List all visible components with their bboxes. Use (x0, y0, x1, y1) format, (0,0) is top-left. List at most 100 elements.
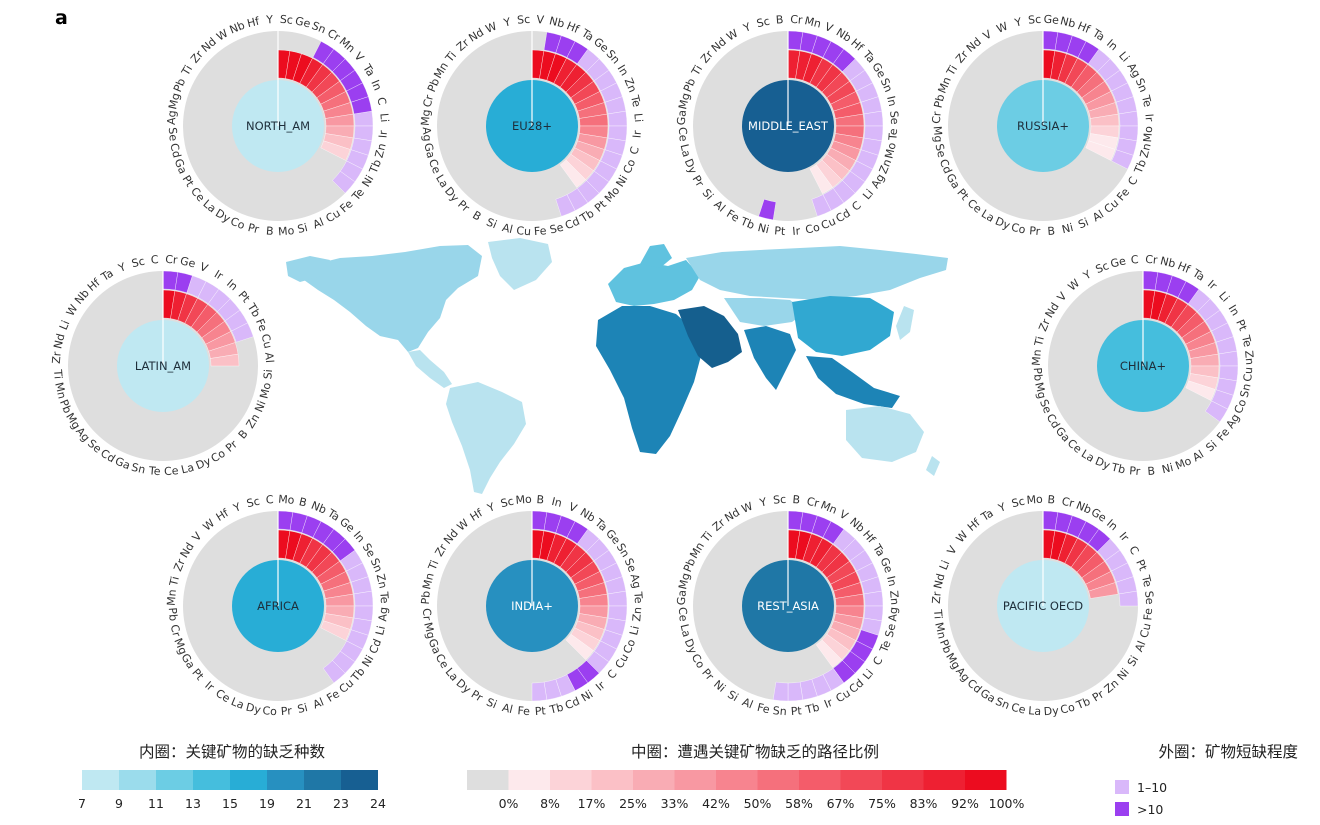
legend-middle-swatch (674, 770, 716, 790)
mineral-label: Cr (420, 608, 434, 622)
mineral-label: Ag (1124, 61, 1143, 80)
legend-inner-tick: 13 (185, 796, 201, 811)
mineral-label: Ge (877, 556, 895, 575)
mineral-label: W (995, 20, 1010, 36)
mineral-label: Cd (563, 695, 582, 713)
mineral-label: Cd (563, 215, 582, 233)
region-label: NORTH_AM (246, 119, 310, 133)
mineral-label: La (678, 143, 694, 159)
mineral-label: Cr (805, 495, 820, 511)
mineral-label: Se (1142, 590, 1156, 605)
mineral-label: Pb (57, 398, 74, 416)
mineral-label: Dy (194, 454, 213, 472)
mineral-label: Mg (421, 621, 437, 640)
mineral-label: Ta (324, 506, 342, 524)
mineral-label: Sc (1028, 13, 1042, 27)
mineral-label: Sc (130, 255, 146, 271)
outer-ring-segment-low (1118, 110, 1139, 127)
mineral-label: Co (689, 652, 708, 671)
mineral-label: Al (501, 701, 514, 716)
mineral-label: Ag (628, 573, 644, 590)
mineral-label: Mn (52, 381, 68, 400)
mineral-label: Co (262, 704, 278, 718)
mineral-label: W (214, 27, 230, 44)
mineral-label: Zn (1102, 677, 1121, 696)
mineral-label: Te (631, 590, 645, 604)
mineral-label: Sc (1010, 495, 1026, 511)
mineral-label: Ni (711, 678, 728, 695)
mineral-label: Mn (420, 572, 436, 591)
mineral-label: Ti (51, 368, 65, 379)
mineral-label: Mg (166, 92, 182, 111)
outer-ring-segment-high (332, 538, 356, 561)
mineral-label: Pr (280, 704, 292, 718)
mineral-label: Ga (172, 157, 190, 176)
mineral-label: Li (1116, 49, 1132, 64)
middle-ring-segment (210, 353, 240, 367)
mineral-label: Zr (930, 591, 944, 605)
mineral-label: In (1104, 517, 1120, 534)
mineral-label: Pt (790, 704, 803, 718)
mineral-label: Ag (420, 127, 434, 142)
mineral-label: Pt (774, 224, 787, 238)
mineral-label: Al (1090, 208, 1106, 225)
mineral-label: Se (887, 110, 901, 125)
legend-middle-tick: 67% (827, 796, 855, 811)
mineral-label: Ir (1205, 278, 1220, 293)
mineral-label: Cd (833, 207, 852, 226)
mineral-label: Ni (252, 399, 268, 414)
mineral-label: C (150, 253, 159, 267)
mineral-label: Zn (373, 142, 389, 159)
mineral-label: La (1079, 447, 1097, 465)
donut-russia-: RUSSIA+Ge NbHfTaInLiAgSnTeIrMoZnTbCFeCuAl… (930, 13, 1156, 238)
mineral-label: B (298, 495, 308, 509)
mineral-label: Sn (772, 704, 787, 718)
mineral-label: B (536, 493, 545, 507)
mineral-label: Cr (790, 13, 804, 27)
legend-inner-title: 内圈：关键矿物的缺乏种数 (139, 743, 326, 761)
mineral-label: Pb (419, 590, 433, 605)
mineral-label: Ge (337, 515, 357, 535)
middle-ring-segment (1085, 140, 1116, 161)
mineral-label: Co (621, 637, 639, 656)
mineral-label: Dy (245, 701, 263, 717)
mineral-label: Ir (792, 224, 801, 238)
mineral-label: Ce (676, 127, 690, 143)
mineral-label: Nd (709, 35, 729, 55)
mineral-label: Tb (803, 701, 820, 717)
mineral-label: Zn (374, 573, 390, 590)
mineral-label: Y (231, 500, 243, 515)
mineral-label: Mn (687, 540, 707, 561)
mineral-label: Y (996, 500, 1008, 515)
mineral-label: Zn (1242, 350, 1256, 366)
outer-ring-segment-low (323, 660, 346, 684)
mineral-label: B (1147, 464, 1156, 478)
mineral-label: C (849, 199, 864, 214)
mineral-label: Mn (932, 621, 948, 640)
mineral-label: Se (932, 142, 948, 159)
mineral-label: Te (1239, 333, 1255, 349)
mineral-label: Y (501, 15, 512, 30)
mineral-label: Nb (309, 499, 328, 517)
legend-middle-tick: 83% (910, 796, 938, 811)
mineral-label: Ga (943, 171, 962, 191)
mineral-label: Y (757, 495, 768, 510)
mineral-label: Ge (294, 14, 312, 30)
legend-middle-swatch (923, 770, 965, 790)
region-label: INDIA+ (511, 599, 553, 613)
mineral-label: Nb (228, 19, 247, 37)
mineral-label: Al (311, 695, 326, 711)
mineral-label: Ta (1089, 26, 1107, 44)
mineral-label: Mn (935, 75, 953, 95)
legend-middle-swatch (467, 770, 509, 790)
mineral-label: Al (311, 215, 326, 231)
outer-ring-segment-low (772, 681, 789, 702)
mineral-label: W (201, 516, 218, 533)
legend-middle-tick: 100% (989, 796, 1025, 811)
mineral-label: W (740, 500, 755, 516)
mineral-label: Y (1012, 15, 1023, 30)
legend-inner-colorbar: 7 9 11 13 15 19 21 23 24 (78, 770, 386, 811)
legend-middle-tick: 58% (785, 796, 813, 811)
